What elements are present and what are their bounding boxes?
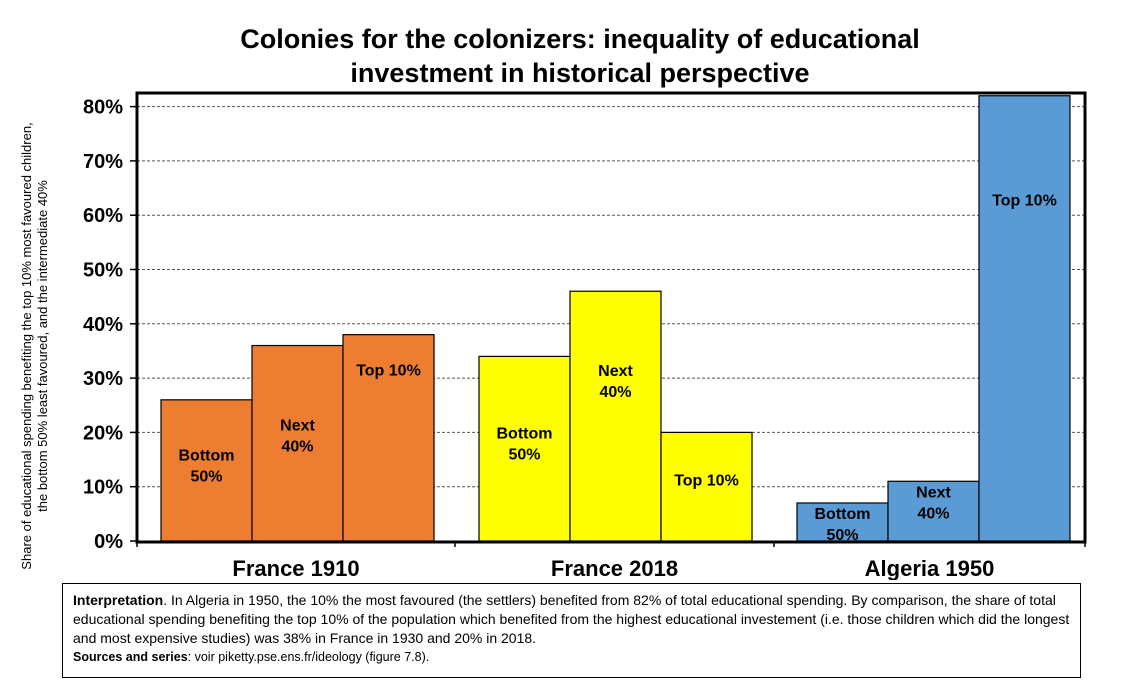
bar-data-label: Top 10% — [674, 472, 739, 489]
bar-data-label: Bottom — [815, 506, 871, 523]
bar-data-label: Bottom — [497, 426, 553, 443]
chart-title-line-2: investment in historical perspective — [350, 58, 810, 88]
x-category-label: Algeria 1950 — [865, 556, 995, 580]
y-tick-label: 20% — [83, 422, 123, 444]
bar — [342, 334, 435, 542]
chart-title: Colonies for the colonizers: inequality … — [140, 22, 1020, 90]
bar-data-label: Next — [598, 363, 633, 380]
y-tick-label: 10% — [83, 477, 123, 499]
interpretation-body: . In Algeria in 1950, the 10% the most f… — [73, 592, 1070, 646]
sources-lead: Sources and series — [73, 650, 188, 664]
chart-title-line-1: Colonies for the colonizers: inequality … — [240, 24, 920, 54]
sources-line: Sources and series: voir piketty.pse.ens… — [73, 648, 1070, 666]
x-axis-labels: France 1910 France 2018 Algeria 1950 — [232, 556, 994, 580]
bar — [978, 95, 1071, 542]
bar-data-label: 40% — [281, 439, 313, 456]
y-tick-label: 0% — [94, 531, 123, 553]
y-tick-label: 50% — [83, 260, 123, 282]
bar — [478, 355, 571, 542]
bar-data-label: 40% — [917, 505, 949, 522]
y-axis-ticks: 0% 10% 20% 30% 40% 50% 60% 70% 80% — [83, 97, 1086, 553]
bar-data-label: Top 10% — [992, 193, 1057, 210]
sources-body: : voir piketty.pse.ens.fr/ideology (figu… — [187, 650, 430, 664]
interpretation-text: Interpretation. In Algeria in 1950, the … — [73, 591, 1070, 648]
bar — [160, 399, 253, 542]
bar — [660, 431, 753, 542]
y-tick-label: 40% — [83, 314, 123, 336]
y-tick-label: 60% — [83, 205, 123, 227]
y-tick-label: 70% — [83, 151, 123, 173]
plot-area-border — [135, 91, 1087, 544]
bar-data-label: 40% — [599, 384, 631, 401]
x-category-label: France 2018 — [551, 556, 678, 580]
bar-data-label: Bottom — [179, 447, 235, 464]
bar-data-label: Next — [280, 418, 315, 435]
bar-data-label: Next — [916, 484, 951, 501]
bar-data-label: 50% — [826, 527, 858, 544]
bars: Bottom 50% Next 40% Top 10% Bottom 50% Next 40% T… — [160, 95, 1071, 544]
bar — [569, 290, 662, 542]
bar-data-label: Top 10% — [356, 363, 421, 380]
bar-data-label: 50% — [190, 468, 222, 485]
y-tick-label: 30% — [83, 368, 123, 390]
interpretation-note: Interpretation. In Algeria in 1950, the … — [62, 583, 1081, 678]
bar-data-label: 50% — [508, 447, 540, 464]
interpretation-lead: Interpretation — [73, 592, 164, 608]
bar-chart: Bottom 50% Next 40% Top 10% Bottom 50% Next 40% T… — [83, 91, 1087, 580]
bar — [251, 344, 344, 542]
x-category-label: France 1910 — [232, 556, 359, 580]
y-tick-label: 80% — [83, 97, 123, 119]
bar — [887, 480, 980, 542]
